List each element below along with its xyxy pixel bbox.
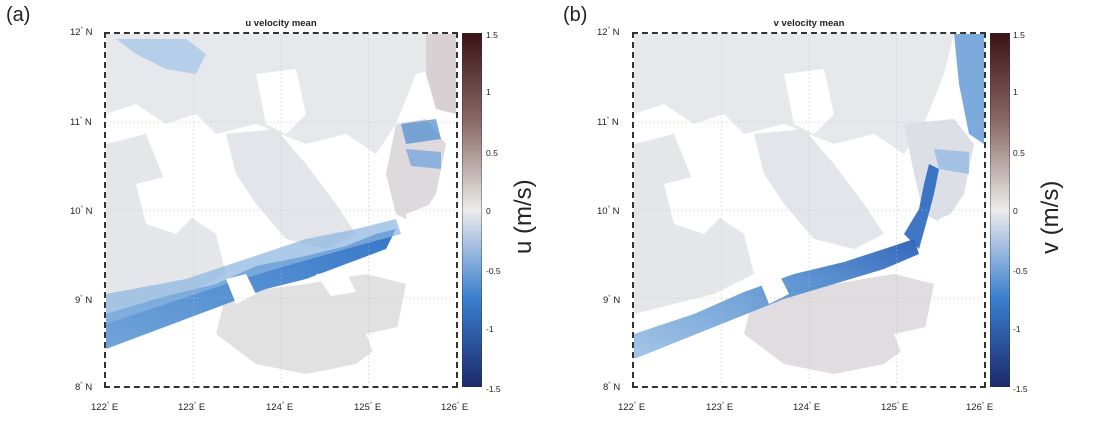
panel-a-colorbar-tick: 1.5	[486, 30, 498, 40]
panel-a-land-6	[366, 314, 456, 386]
panel-a-lat-tick: 9° N	[75, 295, 93, 307]
panel-b-lon-tick: 124° E	[793, 402, 821, 414]
panel-a-ne-blue	[401, 119, 441, 144]
panel-b-colorbar-tick: -1	[1013, 324, 1021, 334]
panel-a-water-east	[386, 119, 446, 224]
panel-a-lat-tick: 10° N	[70, 206, 93, 218]
panel-b-title: v velocity mean	[773, 18, 845, 29]
panel-b-lat-tick: 9° N	[603, 295, 621, 307]
panel-b-lon-tick: 125° E	[881, 402, 909, 414]
panel-b-colorbar-tick: 1.5	[1013, 30, 1025, 40]
panel-a-colorbar	[462, 33, 482, 387]
panel-b-colorbar-tick: 0	[1013, 206, 1018, 216]
panel-b-colorbar-tick: -1.5	[1013, 384, 1028, 394]
panel-b-lat-tick: 10° N	[597, 206, 620, 218]
panel-a-map	[104, 32, 458, 388]
panel-b-colorbar-tick: 0.5	[1013, 148, 1025, 158]
panel-a-lon-tick: 123° E	[178, 402, 206, 414]
panel-a-land-5	[106, 354, 136, 386]
panel-a-water-channel	[226, 129, 356, 249]
panel-b-grid	[634, 34, 984, 386]
panel-b-lon-tick: 123° E	[706, 402, 734, 414]
panel-b-land-1	[664, 174, 724, 234]
panel-b-map-svg	[634, 34, 984, 386]
panel-b-colorbar-label: v (m/s)	[1037, 180, 1064, 254]
panel-b-ne-blue2	[934, 149, 969, 174]
panel-b-letter: (b)	[563, 4, 588, 26]
panel-a-current-soft	[106, 219, 401, 324]
panel-b-lon-tick: 122° E	[618, 402, 646, 414]
panel-b-land-4	[634, 364, 664, 386]
panel-b-ne-blue	[954, 34, 984, 144]
panel-a-lon-tick: 124° E	[266, 402, 294, 414]
panel-a-colorbar-tick: 0.5	[486, 148, 498, 158]
panel-a-colorbar-tick: 0	[486, 206, 491, 216]
panel-a-title: u velocity mean	[245, 18, 317, 29]
panel-a-land-4	[316, 272, 356, 296]
panel-a-colorbar-tick: -1.5	[486, 384, 501, 394]
panel-b-lat-tick: 11° N	[597, 117, 619, 129]
panel-a-lat-tick: 11° N	[70, 117, 92, 129]
panel-b-water-channel	[754, 129, 884, 249]
panel-a-water-south	[216, 274, 406, 374]
panel-a-water-ne	[426, 34, 456, 114]
panel-a-land-7	[406, 194, 456, 294]
panel-a-lon-tick: 122° E	[91, 402, 119, 414]
panel-a-colorbar-tick: -0.5	[486, 266, 501, 276]
panel-a-lon-tick: 125° E	[354, 402, 382, 414]
panel-a-letter: (a)	[6, 4, 31, 26]
panel-a-land-3	[226, 274, 256, 304]
panel-b-colorbar-tick: 1	[1013, 87, 1018, 97]
panel-b-lon-tick: 126° E	[966, 402, 994, 414]
panel-a-map-svg	[106, 34, 456, 386]
panel-b-land-5	[894, 314, 984, 386]
panel-b-land-6	[939, 199, 984, 294]
panel-a-lon-tick: 126° E	[441, 402, 469, 414]
panel-a-land-2	[256, 69, 306, 134]
panel-a-lat-tick: 12° N	[70, 27, 93, 39]
panel-a-lat-tick: 8° N	[75, 382, 93, 394]
panel-a-ne-blue2	[406, 149, 441, 169]
panel-b-water-south	[744, 274, 934, 374]
panel-b-colorbar	[990, 33, 1010, 387]
panel-b-colorbar-tick: -0.5	[1013, 266, 1028, 276]
panel-a-grid	[106, 34, 456, 386]
panel-b-jet-north	[904, 164, 939, 249]
panel-b-land-2	[784, 69, 834, 134]
panel-a-nw-blue	[116, 39, 206, 74]
panel-a-colorbar-tick: -1	[486, 324, 494, 334]
panel-a-land-1	[136, 174, 196, 234]
panel-a-colorbar-tick: 1	[486, 87, 491, 97]
panel-b-map	[632, 32, 986, 388]
panel-a-colorbar-label: u (m/s)	[510, 179, 537, 254]
panel-b-land-3	[759, 274, 789, 304]
panel-b-lat-tick: 12° N	[597, 27, 620, 39]
panel-b-lat-tick: 8° N	[603, 382, 621, 394]
